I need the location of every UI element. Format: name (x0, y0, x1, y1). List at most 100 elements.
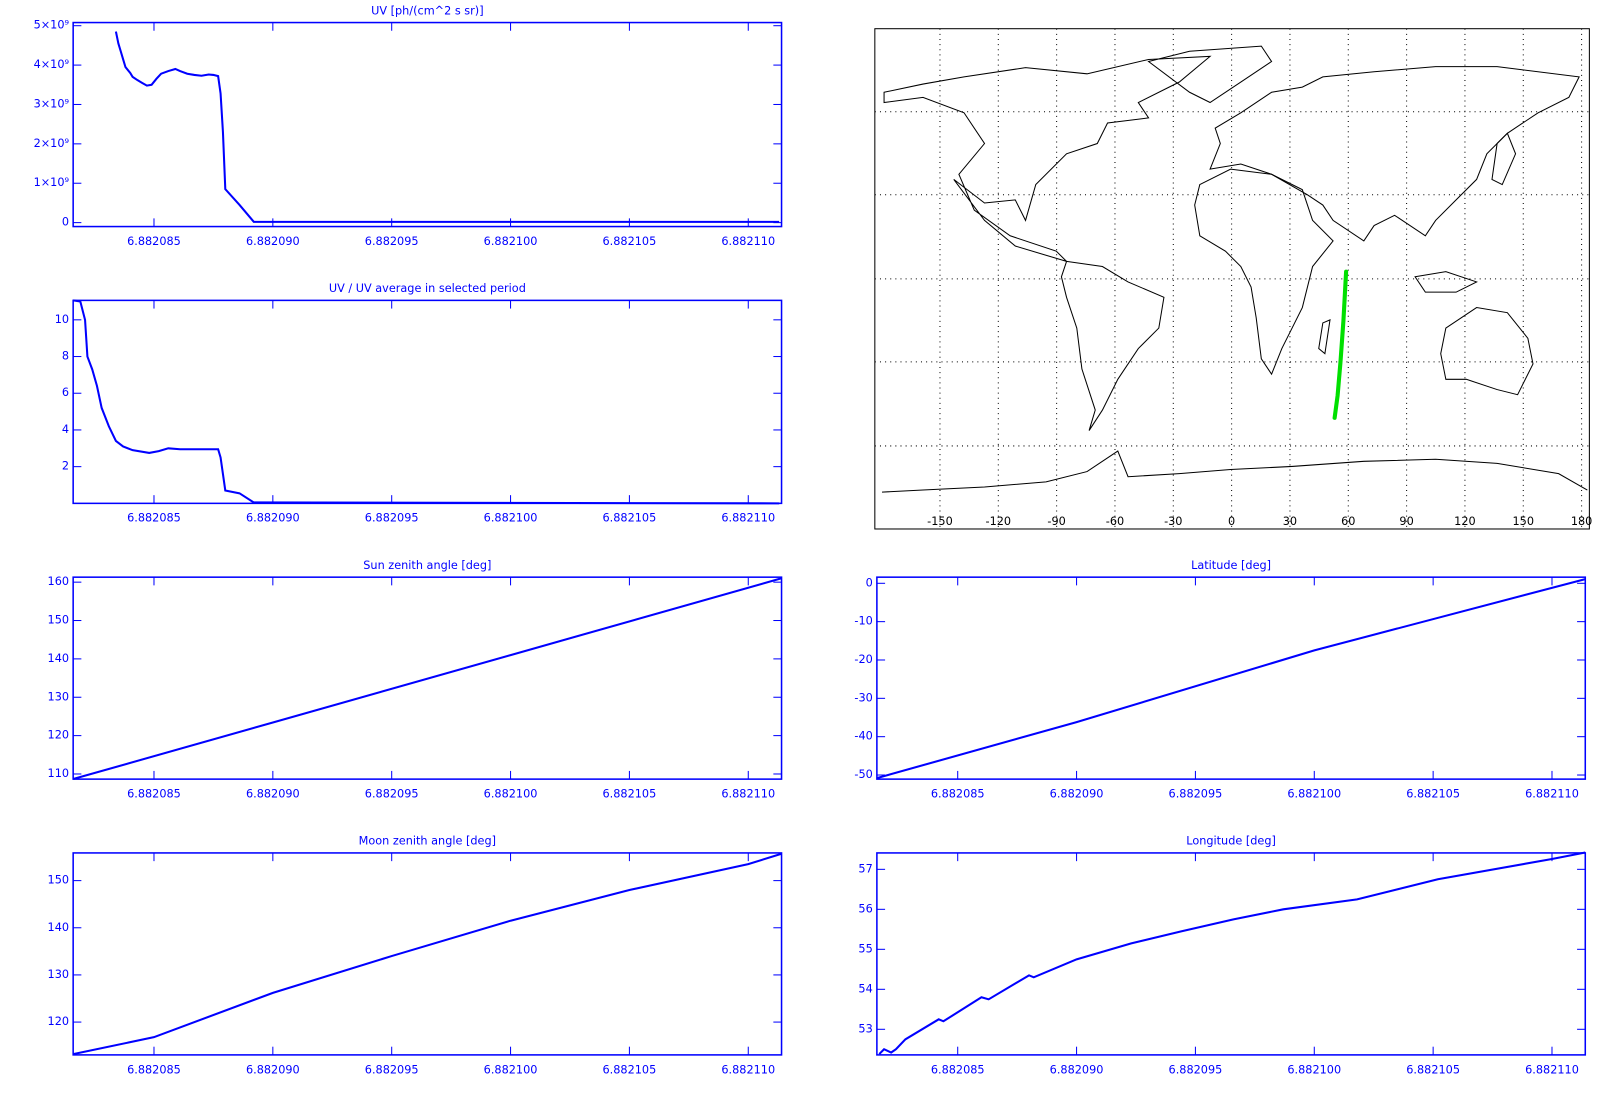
y-tick-label: 8 (62, 350, 69, 363)
panel: Moon zenith angle [deg] 6.882085 6.882090 6… (48, 835, 783, 1076)
y-tick-label: 55 (858, 942, 872, 955)
x-tick-label: 6.882100 (484, 512, 538, 525)
panel-title: UV / UV average in selected period (329, 282, 526, 295)
y-tick-label: 6 (62, 386, 69, 399)
x-tick-label: 6.882095 (1169, 1063, 1223, 1076)
x-tick-label: 120 (1454, 515, 1476, 528)
x-tick-label: 6.882095 (365, 1063, 419, 1076)
x-tick-label: 6.882090 (246, 512, 300, 525)
coastline (1147, 45, 1273, 104)
panel-title: Longitude [deg] (1186, 835, 1276, 848)
x-tick-label: 6.882105 (1406, 788, 1460, 801)
y-tick-label: 5×10⁹ (34, 19, 70, 32)
x-tick-label: 6.882085 (931, 788, 985, 801)
plot-frame (876, 852, 1587, 1056)
plot-frame (72, 21, 783, 228)
x-tick-label: 6.882100 (484, 788, 538, 801)
y-tick-label: 57 (858, 862, 872, 875)
x-tick-label: 6.882090 (246, 788, 300, 801)
panel: UV / UV average in selected period 6.8820… (55, 282, 783, 525)
x-tick-label: 6.882095 (365, 788, 419, 801)
x-tick-label: -90 (1047, 515, 1065, 528)
data-line (878, 851, 1586, 1055)
x-tick-label: 6.882090 (246, 1063, 300, 1076)
y-tick-label: 0 (866, 576, 873, 589)
x-tick-label: 6.882095 (365, 512, 419, 525)
panel-title: UV [ph/(cm^2 s sr)] (371, 4, 484, 17)
y-tick-label: 130 (48, 968, 70, 981)
x-tick-label: 6.882105 (603, 235, 657, 248)
y-tick-label: 2 (62, 460, 69, 473)
y-tick-label: -30 (854, 691, 872, 704)
x-tick-label: 6.882100 (1287, 1063, 1341, 1076)
x-tick-label: 6.882110 (721, 1063, 775, 1076)
world-map: -150 -120 -90 -60 -30 0 30 60 90 120 150 180 (874, 28, 1593, 530)
coastline (881, 450, 1588, 493)
y-tick-label: 4×10⁹ (34, 58, 70, 71)
x-tick-label: 6.882105 (603, 788, 657, 801)
ground-track (1332, 269, 1349, 420)
data-line (73, 299, 780, 505)
map-frame (874, 28, 1590, 530)
coastline (883, 55, 1212, 262)
coastline (1060, 260, 1165, 431)
x-tick-label: 150 (1513, 515, 1535, 528)
data-line (72, 852, 782, 1056)
x-tick-label: 6.882085 (127, 512, 181, 525)
plot-frame (72, 852, 783, 1056)
x-tick-label: 6.882110 (721, 788, 775, 801)
y-tick-label: 0 (62, 216, 69, 229)
y-tick-label: 120 (48, 729, 70, 742)
x-tick-label: 6.882100 (484, 235, 538, 248)
x-tick-label: 6.882100 (1287, 788, 1341, 801)
data-line (876, 578, 1586, 780)
panel-title: Sun zenith angle [deg] (363, 559, 491, 572)
x-tick-label: 6.882085 (127, 235, 181, 248)
x-tick-label: 6.882110 (721, 235, 775, 248)
x-tick-label: 6.882105 (1406, 1063, 1460, 1076)
x-tick-label: 6.882085 (931, 1063, 985, 1076)
x-tick-label: 6.882095 (1169, 788, 1223, 801)
x-tick-label: 6.882085 (127, 788, 181, 801)
panel-title: Latitude [deg] (1191, 559, 1271, 572)
coastline (1318, 319, 1331, 355)
y-tick-label: 4 (62, 423, 69, 436)
x-tick-label: 6.882110 (721, 512, 775, 525)
plot-frame (876, 576, 1587, 780)
x-tick-label: 180 (1571, 515, 1593, 528)
panel: Longitude [deg] 6.882085 6.882090 6.882095 6… (858, 835, 1587, 1076)
y-tick-label: -40 (854, 730, 872, 743)
y-tick-label: -20 (854, 653, 872, 666)
y-tick-label: 110 (48, 767, 70, 780)
y-tick-label: -10 (854, 615, 872, 628)
y-tick-label: 140 (48, 652, 70, 665)
y-tick-label: 2×10⁹ (34, 137, 70, 150)
panel: UV [ph/(cm^2 s sr)] 6.882085 6.882090 6.882… (34, 4, 783, 248)
y-tick-label: 130 (48, 690, 70, 703)
panel: Latitude [deg] 6.882085 6.882090 6.882095 6.… (854, 559, 1587, 801)
x-tick-label: 6.882095 (365, 235, 419, 248)
x-tick-label: 30 (1283, 515, 1297, 528)
y-tick-label: 150 (48, 874, 70, 887)
y-tick-label: 3×10⁹ (34, 97, 70, 110)
x-tick-label: 0 (1228, 515, 1235, 528)
panel: Sun zenith angle [deg] 6.882085 6.882090 6.… (48, 559, 783, 801)
coastline (1440, 307, 1534, 396)
data-line (114, 31, 780, 223)
x-tick-label: 90 (1399, 515, 1413, 528)
data-line (72, 577, 782, 781)
x-tick-label: -120 (986, 515, 1012, 528)
y-tick-label: -50 (854, 768, 872, 781)
y-tick-label: 1×10⁹ (34, 176, 70, 189)
x-tick-label: 6.882090 (1050, 788, 1104, 801)
panel-title: Moon zenith angle [deg] (359, 835, 496, 848)
y-tick-label: 160 (48, 575, 70, 588)
plot-frame (72, 576, 783, 780)
x-tick-label: 6.882105 (603, 512, 657, 525)
y-tick-label: 120 (48, 1015, 70, 1028)
x-tick-label: 6.882105 (603, 1063, 657, 1076)
x-tick-label: 60 (1341, 515, 1355, 528)
coastline (1414, 271, 1478, 293)
x-tick-label: 6.882110 (1525, 788, 1579, 801)
